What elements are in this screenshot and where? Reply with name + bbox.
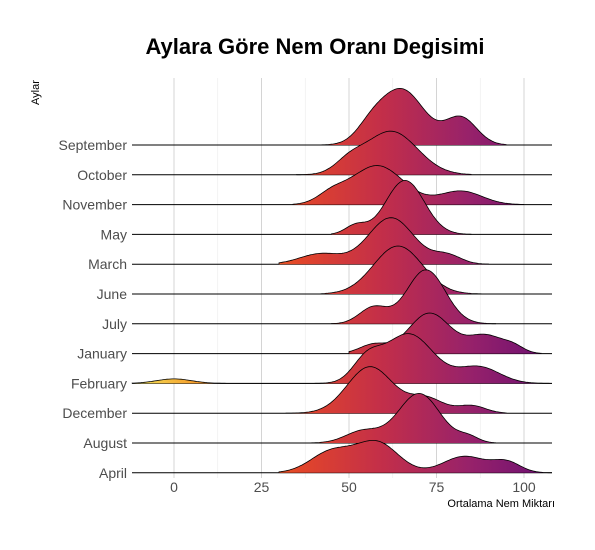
- ridge-outline: [307, 87, 507, 146]
- ridge-outline: [285, 366, 507, 414]
- x-tick-label: 0: [170, 479, 178, 495]
- ridge-january: [132, 312, 552, 355]
- ridge-area: [331, 180, 472, 235]
- ridge-outline: [278, 217, 490, 265]
- ridge-area: [286, 366, 507, 414]
- x-axis-title: Ortalama Nem Miktarı: [447, 498, 555, 510]
- y-tick-label: March: [88, 256, 127, 272]
- ridge-outline: [331, 269, 496, 325]
- ridge-february: [131, 333, 552, 384]
- y-tick-label: May: [101, 226, 127, 242]
- y-tick-label: November: [62, 197, 127, 213]
- x-tick-label: 75: [429, 479, 445, 495]
- y-tick-label: August: [83, 435, 127, 451]
- ridge-area: [307, 88, 507, 145]
- ridge-area: [279, 440, 552, 473]
- ridge-outline: [306, 392, 497, 444]
- ridge-area: [307, 393, 496, 443]
- ridge-outline: [320, 245, 483, 295]
- ridge-december: [132, 366, 552, 414]
- y-tick-label: September: [59, 137, 128, 153]
- ridge-july: [132, 269, 552, 325]
- ridge-september: [132, 87, 552, 146]
- ridges: [131, 87, 552, 474]
- ridge-outline: [348, 312, 542, 354]
- ridge-august: [132, 392, 552, 444]
- y-tick-label: February: [71, 375, 127, 391]
- ridge-area: [331, 269, 496, 324]
- y-tick-label: October: [77, 167, 127, 183]
- ridge-outline: [296, 130, 472, 176]
- ridge-march: [132, 217, 552, 265]
- y-tick-label: June: [97, 286, 128, 302]
- x-tick-label: 100: [512, 479, 536, 495]
- ridge-area: [132, 333, 552, 384]
- y-tick-label: December: [62, 405, 127, 421]
- y-tick-labels: September October November May March June July…: [59, 137, 128, 481]
- ridge-may: [132, 179, 552, 235]
- ridge-outline: [278, 440, 552, 474]
- ridge-outline: [331, 179, 472, 235]
- y-tick-label: January: [77, 346, 127, 362]
- x-tick-labels: 0 25 50 75 100: [170, 479, 536, 495]
- ridge-april: [132, 440, 552, 474]
- ridge-outline: [131, 333, 552, 384]
- ridge-june: [132, 245, 552, 295]
- x-tick-label: 50: [341, 479, 357, 495]
- x-tick-label: 25: [254, 479, 270, 495]
- ridge-area: [279, 217, 489, 265]
- y-tick-label: April: [99, 465, 127, 481]
- ridge-area: [321, 246, 482, 294]
- y-tick-label: July: [102, 316, 127, 332]
- ridge-october: [132, 130, 552, 176]
- ridge-area: [296, 131, 472, 175]
- chart-title: Aylara Göre Nem Oranı Degisimi: [145, 34, 485, 59]
